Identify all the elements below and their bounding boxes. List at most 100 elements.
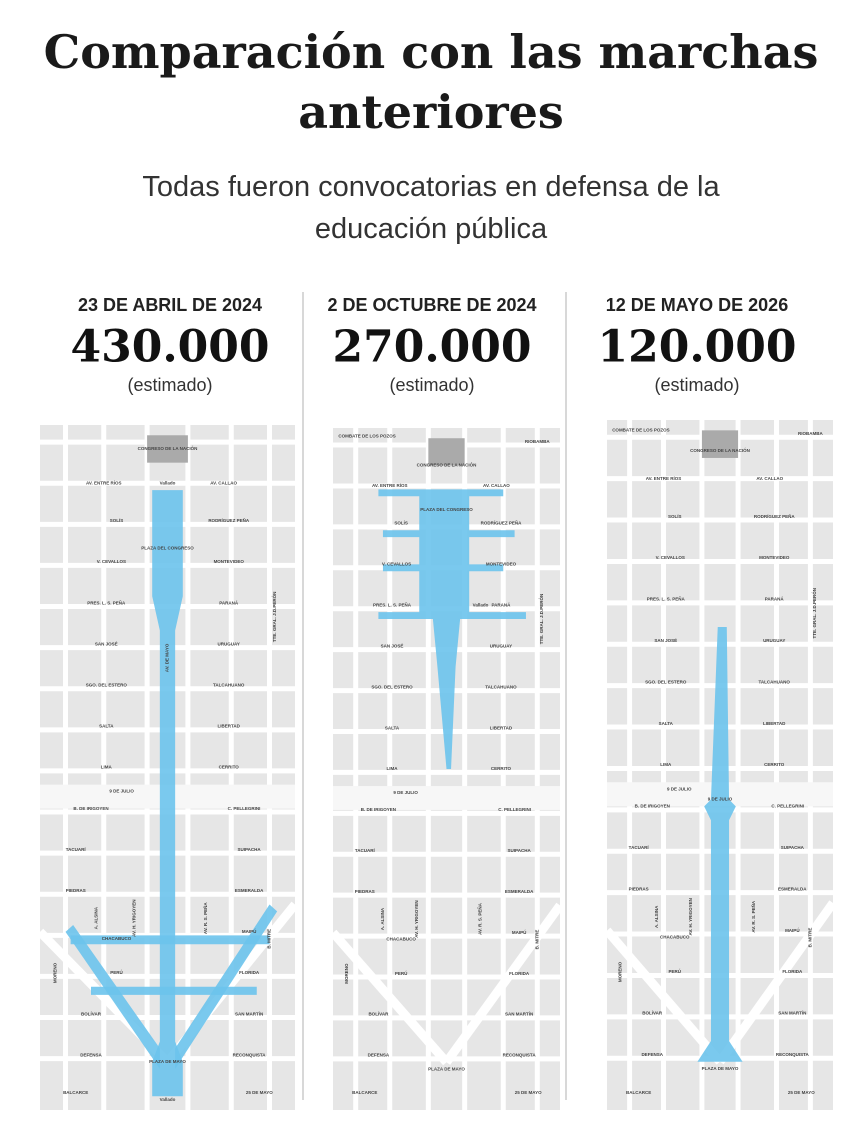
crowd-count: 270.000: [332, 322, 531, 373]
map: AV. ENTRE RÍOS AV. CALLAO SOLÍS RODRÍGUEZ P…: [36, 425, 299, 1110]
map-label: PLAZA DE MAYO: [702, 1066, 739, 1071]
street-label: SAN JOSÉ: [95, 639, 118, 646]
street-label: SALTA: [385, 725, 400, 730]
street-label: URUGUAY: [763, 638, 785, 643]
street-label: BOLÍVAR: [642, 1009, 663, 1016]
street-label: SGO. DEL ESTERO: [645, 679, 687, 684]
street-label: URUGUAY: [218, 641, 240, 646]
street-label: AV. CALLAO: [756, 476, 783, 481]
street-label: AV. ENTRE RÍOS: [86, 478, 122, 485]
street-label: LIBERTAD: [763, 721, 786, 726]
street-label: MAIPÚ: [785, 927, 800, 933]
map-label: CONGRESO DE LA NACIÓN: [138, 444, 198, 451]
street-label: MORENO: [52, 962, 57, 983]
street-label: SOLÍS: [110, 516, 124, 523]
street-label: CERRITO: [219, 765, 240, 770]
street-label: SUIPACHA: [781, 845, 805, 850]
street-label: PRES. L. S. PEÑA: [87, 599, 126, 605]
street-label: MONTEVIDEO: [214, 559, 245, 564]
diagonal: [716, 900, 837, 1065]
panel-date: 12 DE MAYO DE 2026: [606, 295, 788, 315]
street-label: 25 DE MAYO: [246, 1090, 273, 1095]
street-label: RECONQUISTA: [503, 1053, 537, 1058]
map: AV. ENTRE RÍOS AV. CALLAO SOLÍS RODRÍGUEZ P…: [603, 420, 837, 1110]
street-label: TTE. GRAL. J.D.PERÓN: [537, 594, 544, 645]
street-label: A. ALSINA: [93, 906, 98, 929]
street-label: BOLÍVAR: [368, 1010, 389, 1017]
street-label: SAN JOSÉ: [381, 641, 404, 648]
street-label: CHACABUCO: [102, 936, 132, 941]
diagonal: [329, 929, 450, 1066]
street-label: CHACABUCO: [660, 935, 690, 940]
street-label: AV. H. YRIGOYEN: [688, 898, 693, 935]
street-label: B. DE IRIGOYEN: [361, 807, 396, 812]
street-label: URUGUAY: [490, 643, 512, 648]
street-label: AV. ENTRE RÍOS: [372, 481, 408, 488]
street-label: 9 DE JULIO: [667, 786, 692, 791]
crowd-area: [152, 490, 183, 1097]
street-label: MORENO: [618, 961, 623, 982]
crowd-area: [65, 925, 160, 1069]
map-label: AV. DE MAYO: [165, 643, 170, 672]
street-label: 25 DE MAYO: [788, 1090, 815, 1095]
street-label: PERÚ: [110, 969, 123, 975]
street-label: LIBERTAD: [490, 725, 513, 730]
street-label: PIEDRAS: [629, 886, 649, 891]
street-label: SALTA: [659, 721, 674, 726]
street-label: TTE. GRAL. J.D.PERÓN: [810, 588, 817, 639]
street-label: PIEDRAS: [355, 889, 375, 894]
street-label: V. CEVALLOS: [97, 559, 126, 564]
street-label: BALCARCE: [626, 1090, 651, 1095]
street-label: AV. H. YRIGOYEN: [132, 899, 137, 936]
street-label: 9 DE JULIO: [109, 789, 134, 794]
panel-date: 2 DE OCTUBRE DE 2024: [327, 295, 536, 315]
crowd-area: [378, 489, 526, 769]
street-label: MAIPÚ: [512, 929, 527, 935]
street-label: MONTEVIDEO: [759, 555, 790, 560]
street-label: B. DE IRIGOYEN: [73, 806, 108, 811]
street-label: TACUARÍ: [629, 843, 650, 850]
street-label: SAN MARTÍN: [235, 1009, 263, 1016]
street-label: PARANÁ: [492, 602, 512, 608]
street-label: ESMERALDA: [778, 886, 807, 891]
street-label: AV. R. S. PEÑA: [202, 902, 208, 935]
street-label: CERRITO: [491, 766, 512, 771]
street-label: BALCARCE: [352, 1090, 377, 1095]
map-label: CONGRESO DE LA NACIÓN: [690, 446, 750, 453]
congress-block: [701, 430, 739, 458]
street-label: RECONQUISTA: [233, 1052, 267, 1057]
street-label: AV. R. S. PEÑA: [477, 902, 483, 935]
estimate-note: (estimado): [654, 375, 739, 395]
street-label: LIBERTAD: [217, 724, 240, 729]
street-label: C. PELLEGRINI: [771, 804, 804, 809]
street-label: SUIPACHA: [238, 847, 262, 852]
street-label: SALTA: [99, 724, 114, 729]
street-label: LIMA: [660, 762, 672, 767]
estimate-note: (estimado): [127, 375, 212, 395]
crowd-area: [91, 986, 257, 995]
street-label: FLORIDA: [239, 970, 260, 975]
street-label: BOLÍVAR: [81, 1009, 102, 1016]
street-label: PARANÁ: [765, 596, 785, 602]
street-label: TALCAHUANO: [213, 682, 245, 687]
street-label: LIMA: [387, 766, 399, 771]
map-label: RIOBAMBA: [525, 439, 550, 444]
map: AV. ENTRE RÍOS AV. CALLAO SOLÍS RODRÍGUEZ P…: [329, 428, 564, 1110]
map-label: 9 DE JULIO: [708, 797, 733, 802]
street-label: BALCARCE: [63, 1090, 88, 1095]
street-label: SOLÍS: [668, 512, 682, 519]
street-label: TALCAHUANO: [485, 684, 517, 689]
street-label: RECONQUISTA: [776, 1052, 810, 1057]
street-label: B. DE IRIGOYEN: [635, 804, 670, 809]
estimate-note: (estimado): [389, 375, 474, 395]
street-label: B. MITRE: [808, 928, 813, 948]
street-label: SAN JOSÉ: [654, 636, 677, 643]
street-label: RODRÍGUEZ PEÑA: [481, 519, 523, 526]
street-label: A. ALSINA: [654, 905, 659, 928]
crowd-area: [697, 627, 743, 1062]
map-label: COMBATE DE LOS POZOS: [612, 428, 669, 433]
map-label: Vallado: [473, 603, 489, 608]
street-label: TACUARÍ: [66, 845, 87, 852]
